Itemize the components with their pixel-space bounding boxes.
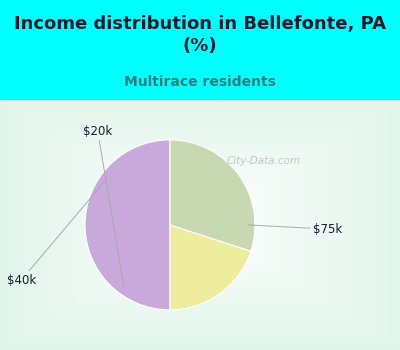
Text: Income distribution in Bellefonte, PA
(%): Income distribution in Bellefonte, PA (%…	[14, 15, 386, 55]
Wedge shape	[170, 225, 251, 310]
Wedge shape	[85, 140, 170, 310]
Wedge shape	[170, 140, 255, 251]
Text: Multirace residents: Multirace residents	[124, 75, 276, 89]
Text: $40k: $40k	[7, 179, 107, 287]
Text: City-Data.com: City-Data.com	[226, 156, 300, 166]
Text: $75k: $75k	[248, 223, 342, 236]
Text: $20k: $20k	[83, 125, 124, 288]
